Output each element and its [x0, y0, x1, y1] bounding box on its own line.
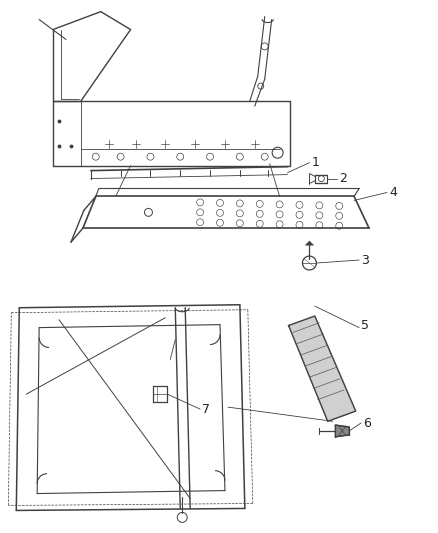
Text: 5: 5	[361, 319, 369, 332]
Text: 4: 4	[389, 186, 397, 199]
Text: 6: 6	[363, 416, 371, 430]
Polygon shape	[335, 425, 349, 437]
Text: 3: 3	[361, 254, 369, 266]
Polygon shape	[289, 316, 356, 421]
Polygon shape	[305, 241, 314, 245]
Text: 2: 2	[339, 172, 347, 185]
Text: 1: 1	[311, 156, 319, 169]
Text: 7: 7	[202, 402, 210, 416]
